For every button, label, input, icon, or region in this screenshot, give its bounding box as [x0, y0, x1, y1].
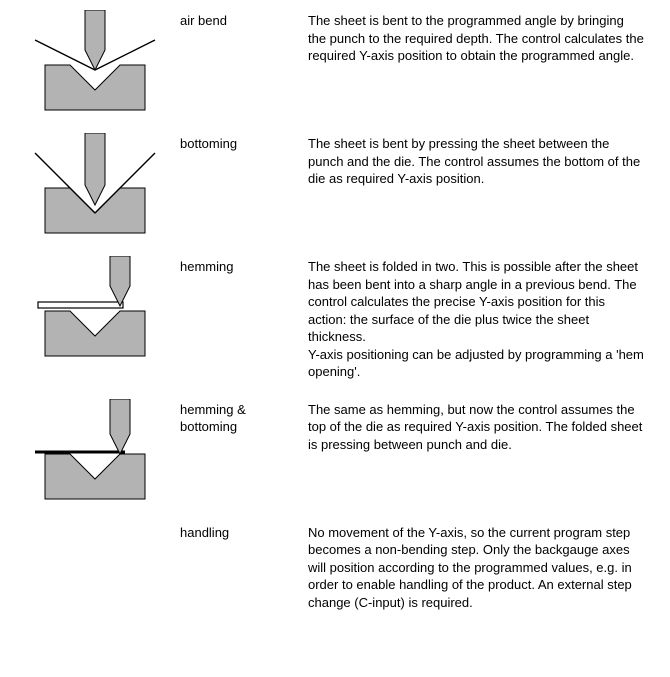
- figure-air-bend: [10, 10, 180, 115]
- entry-row: air bend The sheet is bent to the progra…: [10, 10, 650, 115]
- term-description: The same as hemming, but now the control…: [308, 399, 650, 454]
- entry-row: hemming & bottoming The same as hemming,…: [10, 399, 650, 504]
- term-description: No movement of the Y-axis, so the curren…: [308, 522, 650, 612]
- entry-row: handling No movement of the Y-axis, so t…: [10, 522, 650, 612]
- term-description: The sheet is folded in two. This is poss…: [308, 256, 650, 381]
- figure-bottoming: [10, 133, 180, 238]
- figure-hemming-bottoming: [10, 399, 180, 504]
- term-label: bottoming: [180, 133, 308, 153]
- term-label: handling: [180, 522, 308, 542]
- entry-row: hemming The sheet is folded in two. This…: [10, 256, 650, 381]
- figure-hemming: [10, 256, 180, 361]
- term-label: hemming & bottoming: [180, 399, 308, 436]
- term-label: hemming: [180, 256, 308, 276]
- bottoming-icon: [30, 133, 160, 238]
- entry-row: bottoming The sheet is bent by pressing …: [10, 133, 650, 238]
- air-bend-icon: [30, 10, 160, 115]
- term-description: The sheet is bent to the programmed angl…: [308, 10, 650, 65]
- hemming-icon: [30, 256, 160, 361]
- hemming-bottoming-icon: [30, 399, 160, 504]
- term-description: The sheet is bent by pressing the sheet …: [308, 133, 650, 188]
- term-label: air bend: [180, 10, 308, 30]
